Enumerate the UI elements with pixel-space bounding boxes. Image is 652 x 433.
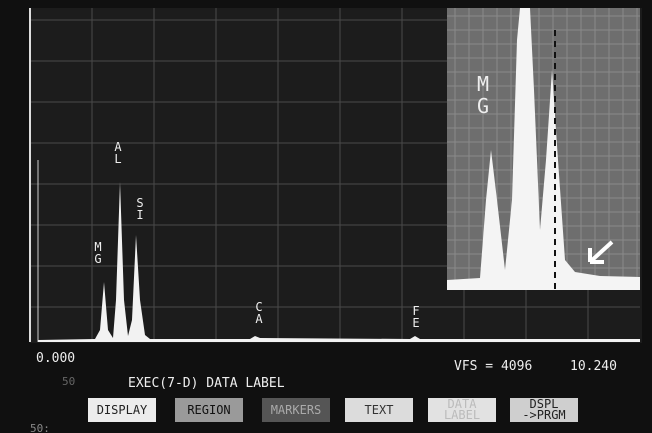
peak-label: MG — [91, 240, 105, 264]
status-left: 0.000 — [36, 351, 75, 366]
screen: MG MG AL SI CA FE 0.000 VFS = 4096 10.24… — [0, 0, 652, 433]
status-vfs: VFS = 4096 — [454, 359, 532, 374]
menu-button[interactable]: REGION — [175, 398, 243, 422]
peak-label: SI — [133, 196, 147, 220]
button-label[interactable]: TEXT — [365, 403, 394, 417]
peak-label: AL — [111, 140, 125, 164]
button-label[interactable]: REGION — [187, 403, 230, 417]
menu-button[interactable]: TEXT — [345, 398, 413, 422]
button-label[interactable]: DISPLAY — [97, 403, 148, 417]
menu-button[interactable]: MARKERS — [262, 398, 330, 422]
button-label-line[interactable]: LABEL — [444, 408, 480, 422]
side-number: 50 — [62, 375, 75, 388]
command-line: EXEC(7-D) DATA LABEL — [128, 376, 285, 391]
inset-peak-label: MG — [471, 72, 495, 116]
menu-button[interactable]: DISPLAY — [88, 398, 156, 422]
side-number: 50: — [30, 422, 50, 433]
peak-label: CA — [252, 300, 266, 324]
menu-button[interactable]: DSPL->PRGM — [510, 397, 578, 422]
peak-label: FE — [409, 304, 423, 328]
button-label[interactable]: MARKERS — [271, 403, 322, 417]
status-right: 10.240 — [570, 359, 617, 374]
button-label-line[interactable]: ->PRGM — [522, 408, 565, 422]
